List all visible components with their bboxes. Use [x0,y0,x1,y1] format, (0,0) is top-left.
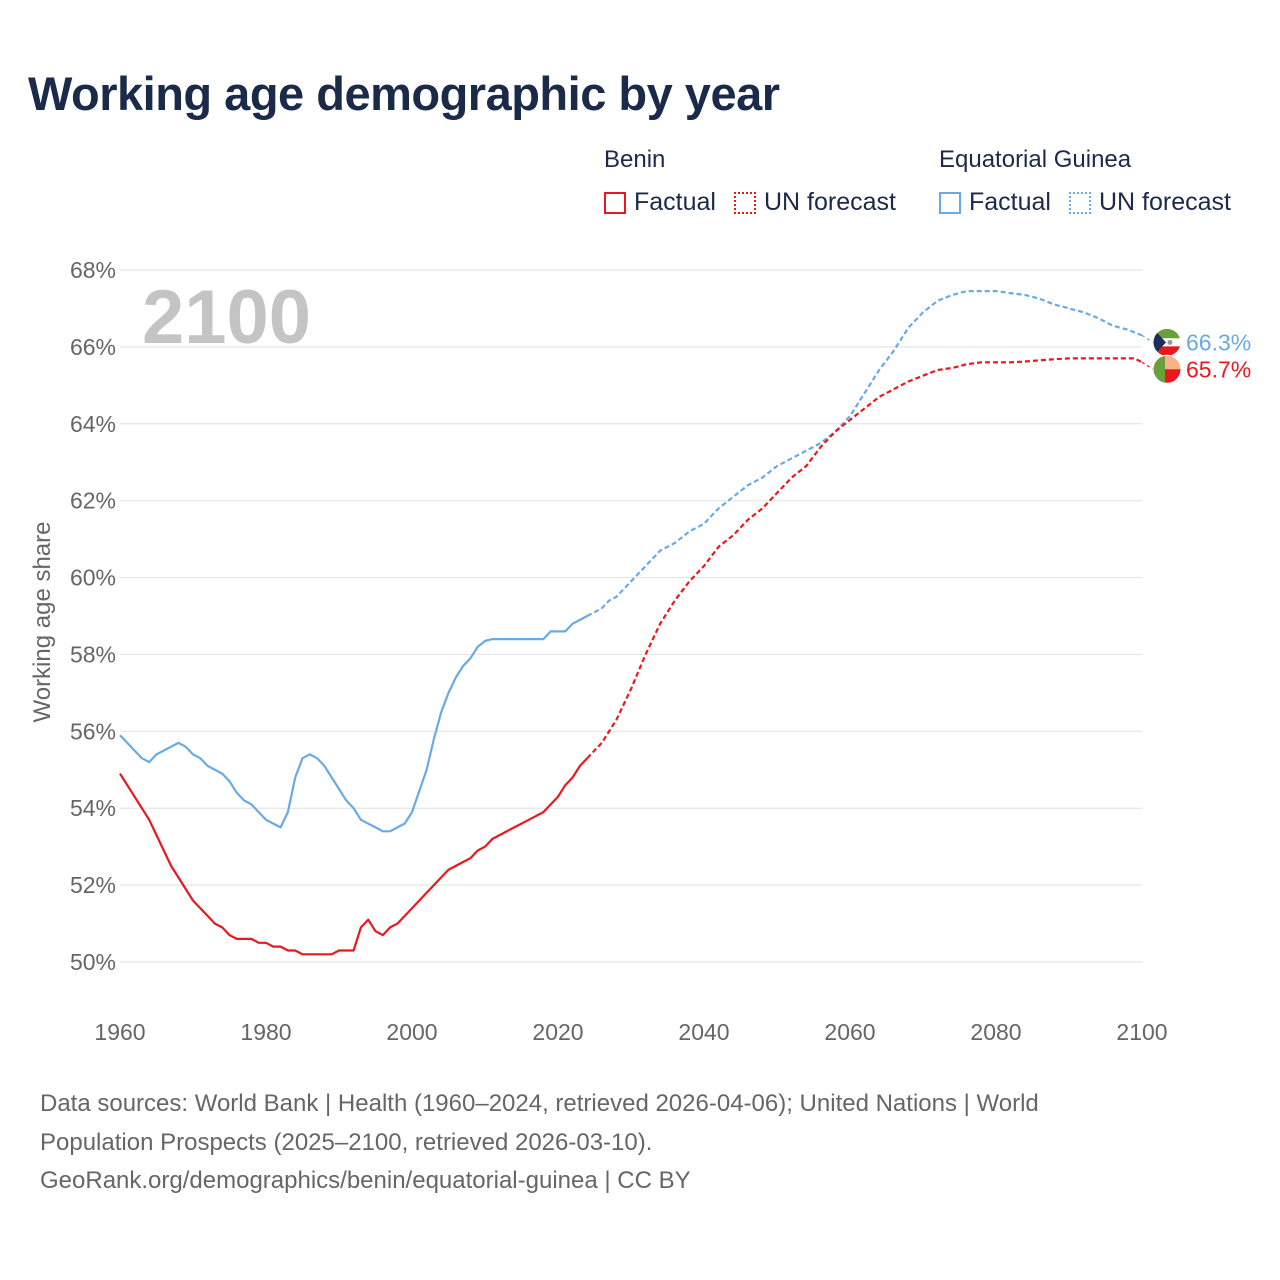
x-tick-label: 2080 [970,1019,1021,1045]
y-tick-label: 52% [70,872,116,898]
y-tick-label: 60% [70,565,116,591]
end-connector [1141,334,1154,343]
series-line-forecast [586,290,1143,617]
legend-label: Factual [969,188,1051,216]
solid-swatch-icon [604,191,626,214]
series-line-forecast [586,357,1143,759]
legend-group-name: Equatorial Guinea [939,146,1132,173]
y-tick-label: 64% [70,411,116,437]
end-markers: 66.3%65.7% [1141,327,1251,384]
series-line-factual [119,615,588,833]
y-tick-label: 50% [70,949,116,975]
sources-line-3[interactable]: GeoRank.org/demographics/benin/equatoria… [40,1167,691,1194]
y-axis-label: Working age share [29,522,56,723]
legend-equatorial-guinea-forecast[interactable]: UN forecast [1068,188,1231,217]
legend-benin-factual[interactable]: Factual [604,188,716,217]
x-axis-ticks: 1960 1980 2000 2020 2040 2060 2080 2100 [94,1019,1167,1045]
y-tick-label: 62% [70,488,116,514]
y-tick-label: 54% [70,795,116,821]
legend-label: UN forecast [1098,188,1231,216]
benin-flag-icon [1152,354,1182,384]
series-end-label: 65.7% [1186,356,1251,382]
y-axis-ticks: 50% 52% 54% 56% 58% 60% 62% 64% 66% 68% [70,257,116,975]
sources-line-1: Data sources: World Bank | Health (1960–… [40,1090,1039,1117]
x-tick-label: 2000 [386,1019,437,1045]
chart-title: Working age demographic by year [28,67,780,120]
x-tick-label: 2040 [678,1019,729,1045]
series-lines [119,290,1143,956]
y-tick-label: 58% [70,641,116,667]
legend-group-equatorial-guinea: Equatorial Guinea Factual UN forecast [939,146,1231,217]
legend-group-benin: Benin Factual UN forecast [604,146,896,217]
legend-equatorial-guinea-factual[interactable]: Factual [939,188,1051,217]
sources-line-2: Population Prospects (2025–2100, retriev… [40,1128,653,1156]
year-display: 2100 [142,275,311,360]
legend-label: UN forecast [763,188,896,216]
dotted-swatch-icon [733,191,756,214]
dotted-swatch-icon [1068,191,1091,214]
x-tick-label: 1980 [240,1019,291,1045]
data-sources: Data sources: World Bank | Health (1960–… [40,1085,1240,1201]
y-tick-label: 68% [70,257,116,283]
legend-label: Factual [634,188,716,216]
y-tick-label: 66% [70,334,116,360]
equatorial-guinea-flag-icon [1152,327,1182,357]
legend-benin-forecast[interactable]: UN forecast [733,188,896,217]
grid-lines [120,269,1142,963]
x-tick-label: 2020 [532,1019,583,1045]
legend-group-name: Benin [604,146,666,173]
series-line-factual [119,757,588,956]
end-connector [1141,361,1154,370]
x-tick-label: 2060 [824,1019,875,1045]
solid-swatch-icon [939,191,961,214]
x-tick-label: 2100 [1116,1019,1167,1045]
x-tick-label: 1960 [94,1019,145,1045]
y-tick-label: 56% [70,718,116,744]
series-end-label: 66.3% [1186,329,1251,355]
